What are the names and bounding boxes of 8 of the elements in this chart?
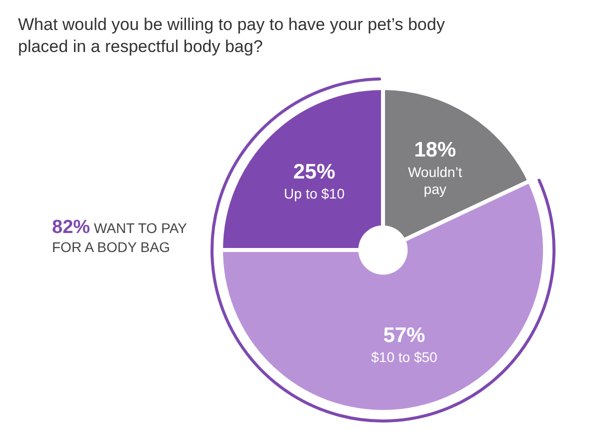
slice-label: Up to $10 — [284, 186, 345, 202]
chart-title: What would you be willing to pay to have your pet’s body placed in a respectful body bag? — [18, 14, 446, 58]
data-label: 25% — [293, 160, 336, 184]
data-label: 18% — [414, 138, 456, 162]
text: 82% WANT TO PAY FOR A BODY BAG — [52, 217, 188, 257]
data-label: 57% — [383, 324, 426, 348]
slice-label: $10 to $50 — [371, 349, 438, 366]
slice-label: Wouldn’t pay — [408, 164, 462, 197]
